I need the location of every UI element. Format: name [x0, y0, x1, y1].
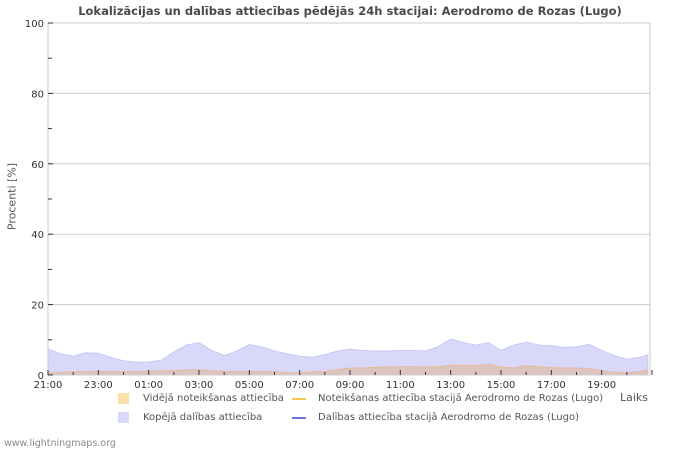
- svg-text:21:00: 21:00: [34, 380, 63, 391]
- swatch-icon: [118, 393, 129, 404]
- svg-text:09:00: 09:00: [336, 380, 365, 391]
- y-axis-label: Procenti [%]: [5, 162, 19, 231]
- legend-avg-detection: Vidējā noteikšanas attiecība: [118, 393, 284, 404]
- legend-total-participation: Kopējā dalības attiecība: [118, 412, 262, 423]
- avg-detection-area: [47, 363, 649, 376]
- svg-text:15:00: 15:00: [487, 380, 516, 391]
- line-swatch-icon: [292, 397, 306, 400]
- svg-text:19:00: 19:00: [587, 380, 616, 391]
- svg-text:01:00: 01:00: [134, 380, 163, 391]
- svg-text:100: 100: [25, 19, 44, 30]
- svg-text:0: 0: [38, 371, 44, 382]
- svg-text:40: 40: [31, 230, 44, 241]
- grid-lines: [48, 22, 650, 306]
- x-axis-label: Laiks: [620, 391, 649, 404]
- svg-text:23:00: 23:00: [84, 380, 113, 391]
- svg-text:05:00: 05:00: [235, 380, 264, 391]
- svg-text:20: 20: [31, 301, 44, 312]
- legend-station-detection: Noteikšanas attiecība stacijā Aerodromo …: [292, 393, 603, 404]
- svg-text:07:00: 07:00: [285, 380, 314, 391]
- chart-title: Lokalizācijas un dalības attiecības pēdē…: [78, 4, 622, 18]
- svg-text:11:00: 11:00: [386, 380, 415, 391]
- svg-text:17:00: 17:00: [537, 380, 566, 391]
- svg-text:80: 80: [31, 89, 44, 100]
- svg-text:60: 60: [31, 160, 44, 171]
- legend-station-participation: Dalības attiecība stacijā Aerodromo de R…: [292, 412, 579, 423]
- plot-frame: [47, 22, 651, 376]
- svg-text:03:00: 03:00: [185, 380, 214, 391]
- axes: 0 20 40 60 80 100 21:00 23:00 01:00 03:00 05:00 07:…: [25, 19, 653, 391]
- svg-text:13:00: 13:00: [436, 380, 465, 391]
- line-swatch-icon: [292, 416, 306, 419]
- swatch-icon: [118, 412, 129, 423]
- footer-credit: www.lightningmaps.org: [4, 438, 116, 449]
